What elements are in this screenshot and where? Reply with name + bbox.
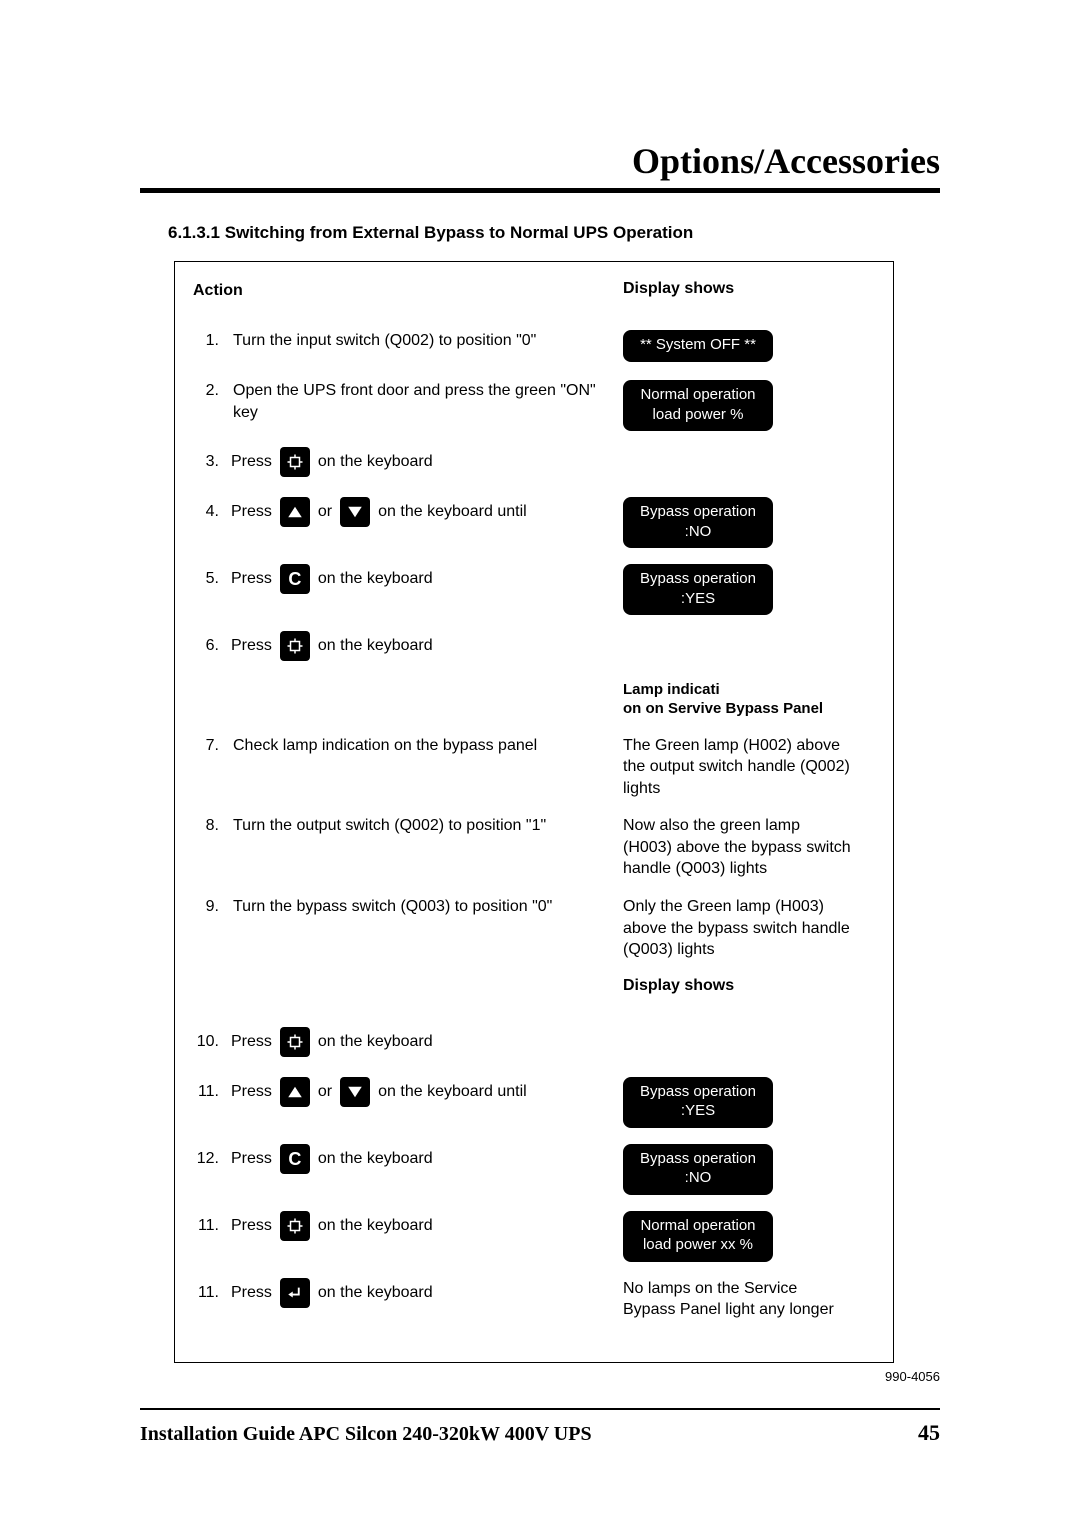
procedure-box: Action Display shows 1. Turn the input swit… (174, 261, 894, 1363)
step-row: 12. Press Con the keyboard Bypass operation… (193, 1144, 875, 1195)
step-text: Press (231, 635, 272, 657)
step-text: Press (231, 501, 272, 523)
step-text: on the keyboard (318, 1148, 433, 1170)
title-rule (140, 188, 940, 193)
step-text: on the keyboard (318, 1031, 433, 1053)
page-number: 45 (918, 1420, 940, 1446)
step-number: 9. (193, 896, 219, 918)
key-enter-icon (280, 1278, 310, 1308)
key-menu-icon (280, 631, 310, 661)
display-box: Bypass operation:NO (623, 497, 773, 548)
display-box: Bypass operation:NO (623, 1144, 773, 1195)
display-box: Bypass operation:YES (623, 1077, 773, 1128)
step-text: Turn the bypass switch (Q003) to positio… (233, 896, 613, 918)
step-text: Press (231, 568, 272, 590)
step-row: 11. Press on the keyboard Normal operationl… (193, 1211, 875, 1262)
step-number: 3. (193, 451, 219, 473)
step-text: Press (231, 1215, 272, 1237)
display-text: Now also the green lamp (H003) above the… (623, 815, 853, 880)
step-number: 8. (193, 815, 219, 837)
step-row: 7. Check lamp indication on the bypass pa… (193, 735, 875, 800)
doc-id: 990-4056 (140, 1369, 940, 1384)
display-header: Display shows (623, 280, 734, 297)
key-menu-icon (280, 1027, 310, 1057)
step-text: Press (231, 451, 272, 473)
key-up-icon (280, 497, 310, 527)
step-row: 11.Pressoron the keyboard untilBypass op… (193, 1077, 875, 1128)
step-number: 1. (193, 330, 219, 352)
step-row: 11. Press on the keyboard No lamps on the S… (193, 1278, 875, 1328)
key-down-icon (340, 1077, 370, 1107)
step-row: 2. Open the UPS front door and press the … (193, 380, 875, 431)
step-text: on the keyboard (318, 1215, 433, 1237)
step-row: 6. Press on the keyboard (193, 631, 875, 665)
step-number: 11. (193, 1215, 219, 1237)
step-row: 1. Turn the input switch (Q002) to positi… (193, 330, 875, 364)
display-text: Only the Green lamp (H003) above the byp… (623, 896, 853, 961)
step-number: 10. (193, 1031, 219, 1053)
page-title: Options/Accessories (140, 140, 940, 182)
step-number: 4. (193, 501, 219, 523)
step-text: Press (231, 1282, 272, 1304)
key-menu-icon (280, 1211, 310, 1241)
step-text: on the keyboard until (378, 1081, 527, 1103)
key-down-icon (340, 497, 370, 527)
key-c-icon: C (280, 564, 310, 594)
footer-rule (140, 1408, 940, 1410)
display-text: No lamps on the Service Bypass Panel lig… (623, 1278, 853, 1321)
step-row: 4.Pressoron the keyboard untilBypass ope… (193, 497, 875, 548)
step-row: 8. Turn the output switch (Q002) to posit… (193, 815, 875, 880)
display-text: The Green lamp (H002) above the output s… (623, 735, 853, 800)
step-row: 10. Press on the keyboard (193, 1027, 875, 1061)
step-number: 7. (193, 735, 219, 757)
lamp-header: Lamp indication on Servive Bypass Panel (623, 681, 853, 719)
step-row: 5. Press Con the keyboard Bypass operation:… (193, 564, 875, 615)
step-row: 3. Press on the keyboard (193, 447, 875, 481)
step-number: 11. (193, 1282, 219, 1304)
step-text: Press (231, 1081, 272, 1103)
step-row: 9. Turn the bypass switch (Q003) to posit… (193, 896, 875, 961)
display-box: Normal operationload power xx % (623, 1211, 773, 1262)
step-text: on the keyboard (318, 451, 433, 473)
step-text: on the keyboard (318, 568, 433, 590)
step-text: on the keyboard (318, 635, 433, 657)
key-menu-icon (280, 447, 310, 477)
step-text: Turn the input switch (Q002) to position… (233, 330, 613, 352)
display-box: Bypass operation:YES (623, 564, 773, 615)
footer-title: Installation Guide APC Silcon 240-320kW … (140, 1423, 592, 1446)
key-c-icon: C (280, 1144, 310, 1174)
step-text: Check lamp indication on the bypass pane… (233, 735, 613, 757)
display-box: Normal operationload power % (623, 380, 773, 431)
step-number: 6. (193, 635, 219, 657)
step-text: Press (231, 1148, 272, 1170)
display-header-2: Display shows (623, 977, 734, 994)
step-number: 12. (193, 1148, 219, 1170)
step-text: Press (231, 1031, 272, 1053)
step-text: on the keyboard (318, 1282, 433, 1304)
step-text: Open the UPS front door and press the gr… (233, 380, 613, 423)
step-number: 2. (193, 380, 219, 402)
step-number: 11. (193, 1081, 219, 1103)
step-text: on the keyboard until (378, 501, 527, 523)
key-up-icon (280, 1077, 310, 1107)
section-title: 6.1.3.1 Switching from External Bypass t… (168, 223, 940, 243)
display-box: ** System OFF ** (623, 330, 773, 362)
action-header: Action (193, 280, 243, 302)
step-number: 5. (193, 568, 219, 590)
step-text: Turn the output switch (Q002) to positio… (233, 815, 613, 837)
